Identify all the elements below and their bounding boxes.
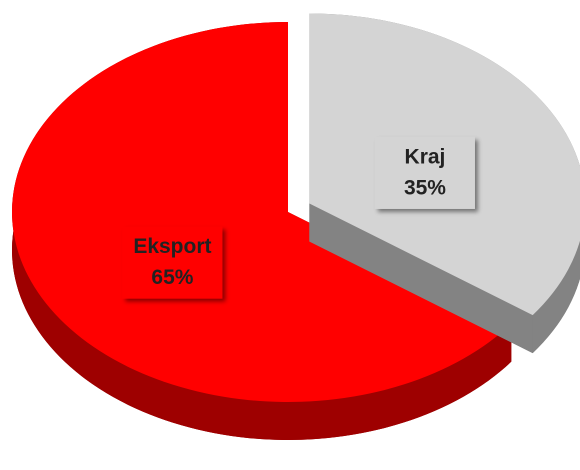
slice-group (12, 22, 512, 440)
data-label-box (374, 136, 475, 209)
slice (12, 22, 512, 403)
data-label-value: 65% (151, 266, 193, 289)
data-label-category: Kraj (405, 145, 446, 168)
data-label-category: Eksport (133, 235, 211, 258)
data-label-box (122, 226, 223, 299)
slice-side (309, 203, 533, 354)
data-label-value: 35% (404, 176, 446, 199)
